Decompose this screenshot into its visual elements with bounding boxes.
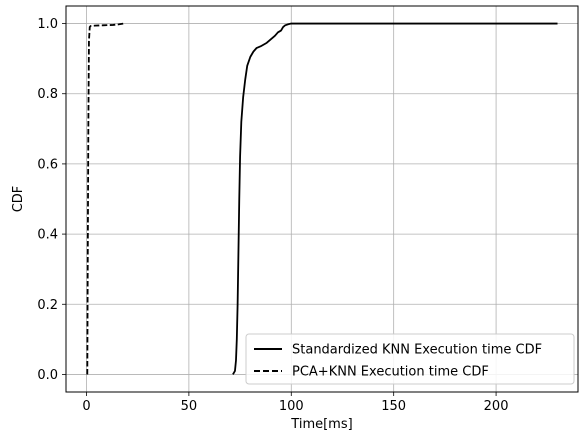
legend-box [245, 333, 575, 385]
series-line-pca-knn [86, 22, 124, 375]
y-tick-label: 0.8 [37, 87, 58, 102]
ticks: 0 50 100 150 200 0.0 0.2 0.4 0.6 0.8 1.0 [37, 17, 508, 414]
series-group [86, 22, 558, 375]
y-tick-label: 0.4 [37, 228, 58, 243]
y-tick-label: 0.0 [37, 368, 58, 383]
y-tick-label: 0.6 [37, 157, 58, 172]
x-tick-label: 50 [181, 399, 198, 414]
x-tick-label: 200 [484, 399, 509, 414]
legend-label-pca-knn: PCA+KNN Execution time CDF [292, 365, 489, 380]
x-tick-label: 150 [381, 399, 406, 414]
legend: Standardized KNN Execution time CDF PCA+… [245, 333, 575, 385]
plot-frame [65, 5, 579, 393]
x-tick-label: 0 [82, 399, 90, 414]
y-tick-label: 0.2 [37, 298, 58, 313]
y-axis-label: CDF [11, 186, 26, 213]
y-tick-label: 1.0 [37, 17, 58, 32]
legend-label-standardized-knn: Standardized KNN Execution time CDF [292, 343, 542, 358]
x-axis-label: Time[ms] [290, 417, 352, 432]
x-tick-label: 100 [279, 399, 304, 414]
series-line-standardized-knn [232, 22, 558, 375]
